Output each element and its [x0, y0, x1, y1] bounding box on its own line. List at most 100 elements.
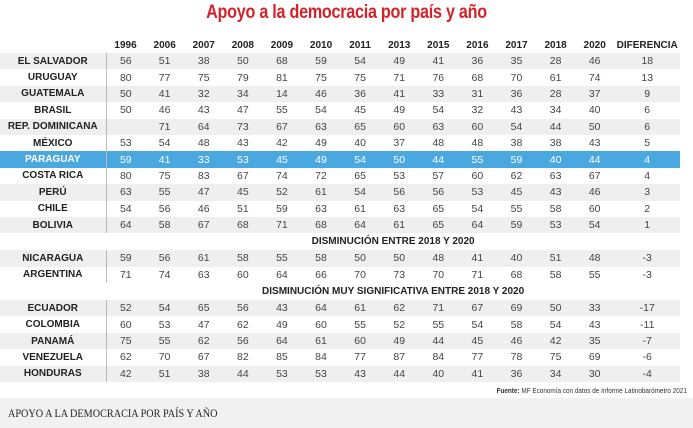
value-cell: 64 — [457, 216, 497, 234]
value-cell: 55 — [432, 318, 445, 331]
source-label: Fuente: — [496, 386, 520, 395]
country-name: PARAGUAY — [0, 151, 107, 168]
table-row: BRASIL 50 46 43 47 55 54 45 49 54 32 43 34 40 6 — [0, 102, 680, 119]
value-cell: 59 — [106, 250, 146, 267]
column-header: 2010 — [309, 39, 333, 51]
value-cell: 44 — [379, 365, 419, 383]
value-cell: 87 — [393, 351, 406, 364]
value-cell: 60 — [457, 118, 497, 135]
value-cell: 57 — [432, 169, 445, 182]
value-cell: 67 — [588, 169, 601, 182]
value-cell: 30 — [575, 365, 615, 383]
value-cell: 64 — [106, 216, 146, 234]
table-row: PARAGUAY 59 41 33 53 45 49 54 50 44 55 59 40 44 4 — [0, 151, 681, 168]
value-cell: 69 — [588, 351, 601, 364]
value-cell: 50 — [106, 85, 146, 103]
value-cell: 14 — [262, 85, 302, 103]
value-cell: 43 — [588, 318, 601, 331]
value-cell: 53 — [223, 151, 263, 168]
value-cell: 78 — [510, 351, 523, 364]
table-row: ARGENTINA 71 74 63 60 64 66 70 73 70 71 68 58 55 -3 — [0, 266, 680, 284]
difference-cell: 3 — [614, 184, 681, 201]
value-cell: 42 — [536, 332, 576, 350]
value-cell: 50 — [379, 250, 419, 267]
value-cell: 28 — [536, 53, 576, 70]
value-cell: 56 — [145, 250, 185, 267]
value-cell: 50 — [340, 250, 380, 267]
value-cell: 74 — [158, 268, 171, 281]
value-cell: 52 — [106, 300, 146, 317]
value-cell: 48 — [471, 137, 484, 150]
value-cell: 66 — [315, 268, 327, 281]
value-cell: 84 — [315, 351, 327, 364]
caption-bar: APOYO A LA DEMOCRACIA POR PAÍS Y AÑO — [0, 398, 693, 428]
value-cell: 43 — [236, 137, 249, 150]
table-row: VENEZUELA 62 70 67 82 85 84 77 87 84 77 78 75 69 -6 — [0, 349, 680, 366]
value-cell: 51 — [145, 53, 185, 70]
value-cell: 65 — [184, 300, 224, 317]
value-cell: 65 — [354, 169, 366, 182]
value-cell: 65 — [340, 118, 380, 135]
value-cell: 70 — [354, 268, 366, 281]
value-cell: 60 — [119, 318, 132, 331]
country-name: BRASIL — [0, 102, 107, 119]
value-cell: 65 — [418, 216, 458, 234]
value-cell: 59 — [496, 216, 537, 234]
value-cell: 54 — [432, 104, 445, 117]
value-cell: 41 — [145, 85, 185, 103]
value-cell: 68 — [262, 53, 302, 70]
difference-cell: 4 — [644, 169, 651, 182]
value-cell: 36 — [496, 85, 537, 103]
difference-cell: 6 — [644, 104, 651, 117]
value-cell: 54 — [340, 184, 380, 201]
value-cell: 60 — [236, 268, 249, 281]
value-cell: 60 — [340, 332, 380, 350]
table-row: COSTA RICA 80 75 83 67 74 72 65 53 57 60 62 63 67 4 — [0, 167, 680, 185]
value-cell: 47 — [236, 104, 249, 117]
country-name: MÉXICO — [0, 134, 107, 152]
value-cell: 61 — [184, 250, 224, 267]
value-cell: 67 — [457, 300, 497, 317]
column-header: 2006 — [153, 39, 176, 51]
column-header: 2015 — [427, 39, 450, 51]
column-header: 2008 — [231, 39, 254, 51]
value-cell: 34 — [223, 85, 263, 103]
value-cell: 61 — [340, 300, 380, 317]
value-cell: 74 — [276, 169, 288, 182]
value-cell: 61 — [301, 332, 341, 350]
image-caption: APOYO A LA DEMOCRACIA POR PAÍS Y AÑO — [8, 406, 218, 420]
value-cell: 36 — [340, 85, 380, 103]
value-cell: 44 — [575, 151, 615, 168]
value-cell: 55 — [588, 268, 601, 281]
value-cell: 84 — [432, 351, 445, 364]
table-row: BOLIVIA 64 58 67 68 71 68 64 61 65 64 59 53 54 1 — [0, 216, 681, 234]
country-name: REP. DOMINICANA — [0, 118, 107, 135]
difference-cell: -3 — [642, 268, 652, 281]
value-cell: 36 — [496, 365, 537, 383]
value-cell: 77 — [471, 351, 484, 364]
difference-cell: 2 — [644, 202, 651, 215]
difference-cell: -4 — [614, 365, 681, 383]
value-cell: 71 — [119, 268, 132, 281]
value-cell: 51 — [145, 365, 185, 383]
spacer — [0, 283, 106, 301]
value-cell: 61 — [549, 71, 562, 84]
column-header: 2020 — [583, 39, 606, 51]
value-cell: 70 — [510, 71, 523, 84]
country-name: PANAMÁ — [0, 332, 107, 350]
table-row: CHILE 54 56 46 51 59 63 61 63 65 54 55 58 60 2 — [0, 200, 680, 217]
value-cell: 52 — [393, 318, 406, 331]
value-cell: 85 — [276, 351, 288, 364]
value-cell: 54 — [315, 104, 327, 117]
value-cell: 63 — [106, 184, 146, 201]
value-cell: 37 — [393, 137, 406, 150]
value-cell: 58 — [549, 268, 562, 281]
value-cell: 44 — [418, 151, 458, 168]
value-cell: 71 — [262, 216, 302, 234]
value-cell: 46 — [575, 184, 615, 201]
value-cell: 81 — [276, 71, 288, 84]
value-cell: 64 — [340, 216, 380, 234]
value-cell: 55 — [457, 151, 497, 168]
value-cell: 60 — [379, 118, 419, 135]
section-heading-row: DISMINUCIÓN MUY SIGNIFICATIVA ENTRE 2018… — [0, 283, 681, 301]
